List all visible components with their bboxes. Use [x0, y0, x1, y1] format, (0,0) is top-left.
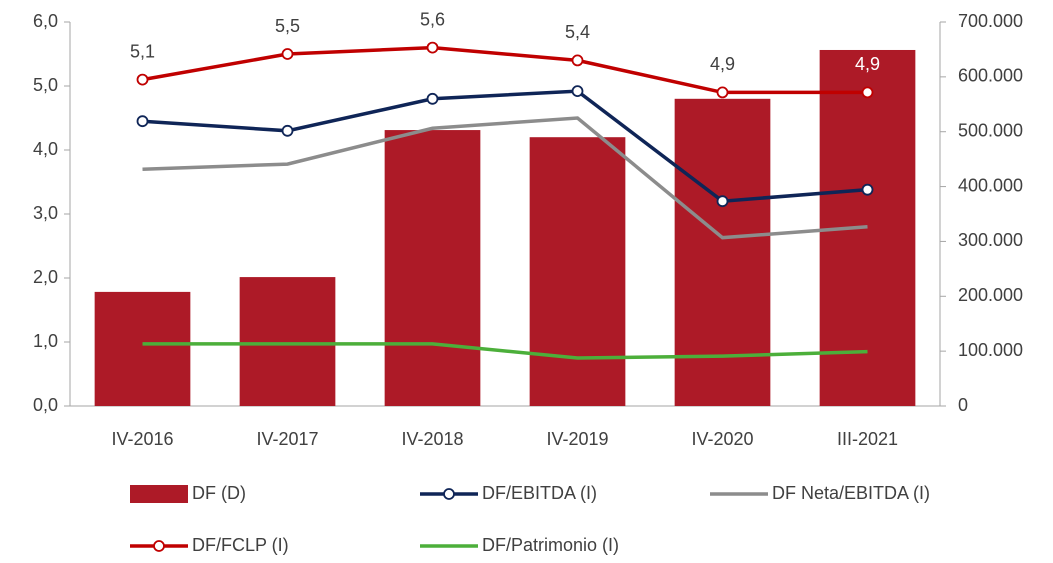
- line-series: [142, 89, 868, 203]
- y2-tick-label: 700.000: [958, 11, 1023, 31]
- line-marker: [426, 41, 439, 54]
- y2-tick-label: 100.000: [958, 340, 1023, 360]
- line-marker: [426, 92, 439, 105]
- line-marker: [136, 73, 149, 86]
- legend-label: DF/Patrimonio (I): [482, 535, 619, 555]
- legend-label: DF (D): [192, 483, 246, 503]
- x-tick-label: IV-2018: [401, 429, 463, 449]
- legend-label: DF Neta/EBITDA (I): [772, 483, 930, 503]
- line-marker: [861, 183, 874, 196]
- line-series: [142, 45, 868, 95]
- legend-label: DF/FCLP (I): [192, 535, 289, 555]
- line-series: [142, 116, 868, 240]
- y-tick-label: 5,0: [33, 75, 58, 95]
- y-tick-label: 2,0: [33, 267, 58, 287]
- x-tick-label: IV-2016: [111, 429, 173, 449]
- line-marker: [281, 124, 294, 137]
- y2-tick-label: 300.000: [958, 230, 1023, 250]
- line-marker: [861, 86, 874, 99]
- line-marker: [136, 115, 149, 128]
- line-marker: [716, 86, 729, 99]
- y-tick-label: 6,0: [33, 11, 58, 31]
- y-tick-label: 4,0: [33, 139, 58, 159]
- y2-tick-label: 600.000: [958, 66, 1023, 86]
- y2-tick-label: 200.000: [958, 285, 1023, 305]
- legend-swatch: [130, 485, 188, 503]
- data-label: 5,1: [130, 41, 155, 61]
- bar: [529, 137, 626, 406]
- x-tick-label: IV-2019: [546, 429, 608, 449]
- y-tick-label: 0,0: [33, 395, 58, 415]
- y-tick-label: 3,0: [33, 203, 58, 223]
- data-label: 4,9: [710, 54, 735, 74]
- y2-tick-label: 500.000: [958, 120, 1023, 140]
- line-marker: [281, 48, 294, 60]
- x-tick-label: IV-2020: [691, 429, 753, 449]
- legend-marker: [153, 540, 165, 552]
- x-tick-label: III-2021: [837, 429, 898, 449]
- data-label: 5,5: [275, 16, 300, 36]
- data-label: 5,4: [565, 22, 590, 42]
- line-marker: [571, 85, 584, 98]
- bar: [239, 277, 336, 406]
- line-series: [142, 342, 868, 360]
- x-tick-label: IV-2017: [256, 429, 318, 449]
- bar: [94, 291, 191, 406]
- data-label: 5,6: [420, 9, 445, 29]
- y2-tick-label: 400.000: [958, 175, 1023, 195]
- y-tick-label: 1,0: [33, 331, 58, 351]
- legend-marker: [443, 488, 455, 500]
- line-marker: [716, 195, 729, 208]
- line-marker: [571, 54, 584, 67]
- data-label: 4,9: [855, 54, 880, 74]
- y2-tick-label: 0: [958, 395, 968, 415]
- legend-label: DF/EBITDA (I): [482, 483, 597, 503]
- bar: [674, 98, 771, 407]
- bar: [384, 130, 481, 406]
